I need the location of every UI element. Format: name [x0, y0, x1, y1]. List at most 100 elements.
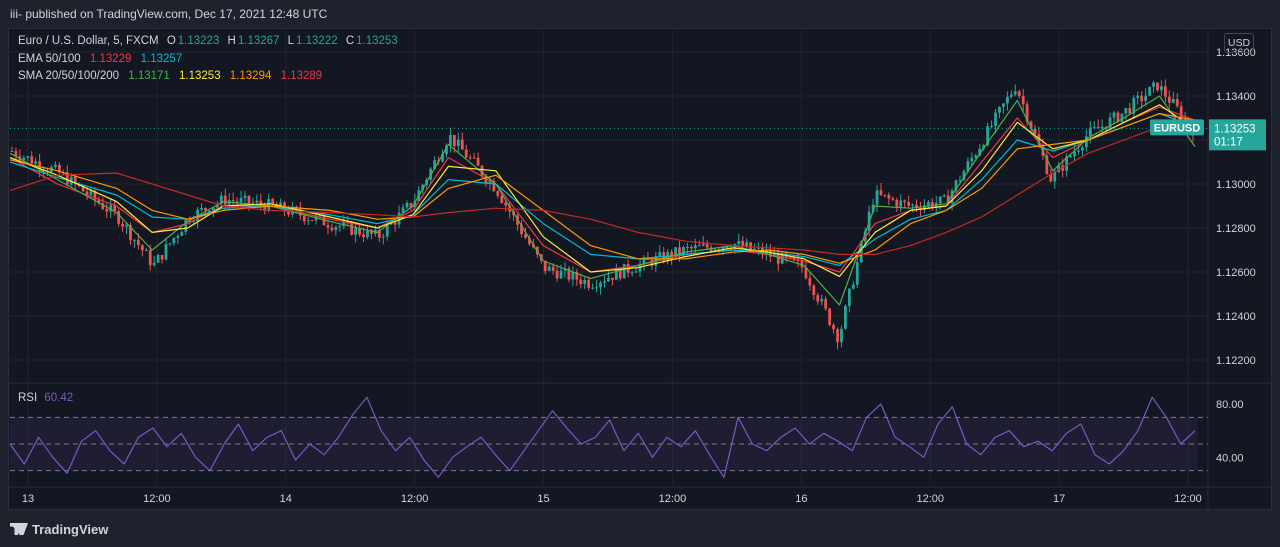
sma100-value: 1.13294 [229, 70, 272, 82]
candle-body [871, 204, 875, 212]
candle-body [38, 161, 42, 170]
candle-body [768, 250, 772, 257]
candle-body [326, 225, 330, 228]
rsi-value: 60.42 [44, 392, 74, 404]
candle-body [302, 215, 306, 222]
ema50-line [9, 106, 1196, 273]
candle-body [73, 176, 77, 184]
candle-body [310, 220, 314, 222]
candle-body [844, 305, 847, 329]
candle-body [575, 271, 579, 280]
candle-body [618, 268, 622, 279]
candle-body [1065, 156, 1069, 171]
candle-body [34, 161, 38, 164]
price-axis-label: 1.12600 [1216, 267, 1256, 279]
candle-body [1171, 98, 1175, 103]
candle-body [452, 134, 456, 147]
candle-body [543, 260, 547, 272]
candle-body [129, 225, 132, 241]
candle-body [484, 175, 488, 183]
ema-label: EMA 50/100 [18, 53, 81, 65]
candle-body [658, 252, 662, 257]
candle-body [1017, 91, 1021, 96]
candle-body [682, 247, 685, 255]
time-axis-label: 16 [795, 493, 807, 505]
candle-body [1175, 98, 1179, 107]
candle-body [381, 236, 385, 238]
candle-body [1183, 118, 1187, 120]
candle-body [144, 250, 148, 252]
candle-body [622, 263, 626, 279]
candle-body [528, 237, 531, 245]
time-axis-label: 12:00 [659, 493, 687, 505]
candle-body [1144, 95, 1148, 102]
candle-body [737, 240, 741, 245]
candle-body [851, 284, 855, 289]
candle-body [1096, 126, 1100, 129]
candle-body [464, 149, 468, 158]
candle-body [460, 139, 464, 150]
sma100-line [9, 112, 1196, 264]
candle-body [725, 246, 729, 249]
rsi-legend: RSI 60.42 [18, 392, 73, 404]
price-axis-label: 1.13000 [1216, 179, 1256, 191]
candle-body [1021, 95, 1025, 105]
candle-body [279, 202, 282, 208]
candle-body [670, 251, 674, 258]
candle-body [717, 249, 721, 251]
candle-body [362, 234, 365, 238]
candle-body [579, 279, 583, 285]
candle-body [986, 126, 990, 146]
time-axis-label: 12:00 [401, 493, 429, 505]
candle-body [599, 282, 602, 288]
candle-body [603, 281, 606, 283]
sma20-line [9, 95, 1196, 306]
candle-body [1128, 108, 1132, 114]
candle-body [208, 210, 211, 213]
candle-body [441, 154, 444, 162]
candle-body [1073, 151, 1076, 157]
low-value: 1.13222 [296, 35, 338, 47]
candle-body [1160, 86, 1163, 91]
candle-body [1120, 113, 1124, 122]
candle-body [820, 298, 824, 302]
tradingview-logo[interactable]: TradingView [10, 522, 108, 537]
ema100-line [9, 112, 1196, 266]
candle-body [101, 203, 105, 209]
candle-body [259, 200, 263, 206]
candle-body [899, 200, 903, 207]
candle-body [828, 308, 832, 325]
candle-body [1057, 165, 1061, 173]
candle-body [1033, 128, 1037, 135]
candle-body [583, 279, 587, 285]
candle-body [808, 278, 812, 286]
candle-body [401, 207, 405, 213]
candle-body [630, 272, 634, 274]
candle-body [1029, 121, 1033, 129]
time-axis-label: 14 [280, 493, 292, 505]
candle-body [998, 106, 1001, 113]
candle-body [1049, 174, 1053, 182]
open-label: O [166, 35, 176, 47]
candle-body [1108, 117, 1112, 130]
candle-body [911, 204, 914, 206]
candle-body [140, 245, 144, 251]
candle-body [306, 220, 310, 222]
candle-body [1037, 134, 1041, 145]
publish-caption: iii- published on TradingView.com, Dec 1… [10, 7, 328, 21]
candle-body [859, 241, 863, 263]
currency-button[interactable]: USD [1224, 33, 1254, 53]
candle-body [192, 221, 196, 223]
candle-body [524, 234, 527, 238]
ema-legend: EMA 50/100 1.13229 1.13257 [18, 53, 184, 65]
price-badge-countdown: 01:17 [1214, 136, 1243, 148]
open-value: 1.13223 [177, 35, 220, 47]
candle-body [713, 249, 717, 252]
candle-body [982, 145, 986, 149]
tradingview-logo-icon [10, 523, 28, 535]
candle-body [231, 200, 235, 202]
candle-body [559, 270, 563, 279]
candle-body [1077, 150, 1080, 152]
candle-body [1025, 104, 1029, 122]
